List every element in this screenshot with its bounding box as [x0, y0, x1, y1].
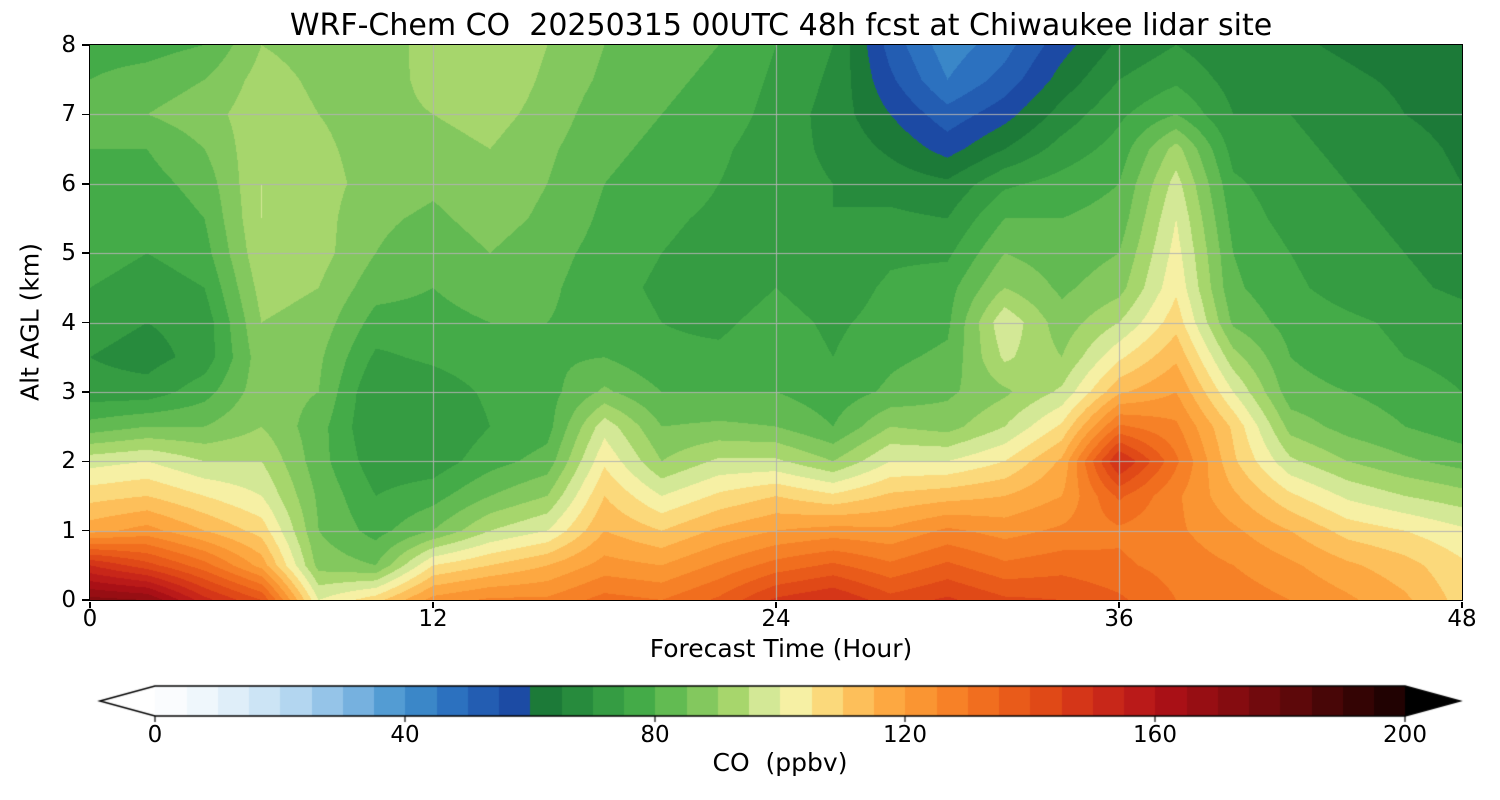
colorbar-tick-label: 80 — [640, 722, 670, 748]
y-tick-label: 1 — [61, 517, 76, 544]
heatmap-canvas — [89, 44, 1462, 600]
y-tickmark — [81, 599, 89, 601]
y-tickmark — [81, 183, 89, 185]
x-tick-label: 12 — [418, 606, 448, 632]
colorbar-label: CO (ppbv) — [712, 748, 848, 777]
colorbar-tick-label: 40 — [390, 722, 420, 748]
colorbar-tick-label: 120 — [883, 722, 927, 748]
y-tick-label: 7 — [61, 101, 76, 128]
x-tick-label: 0 — [82, 606, 98, 632]
y-tick-label: 2 — [61, 448, 76, 475]
chart-title: WRF-Chem CO 20250315 00UTC 48h fcst at C… — [289, 8, 1273, 43]
x-tickmark — [1461, 601, 1463, 608]
x-tick-label: 36 — [1104, 606, 1134, 632]
y-tickmark — [81, 113, 89, 116]
x-tickmark — [89, 601, 91, 608]
y-tick-label: 8 — [61, 32, 76, 58]
x-tick-label: 24 — [761, 606, 791, 632]
y-tick-label: 3 — [61, 378, 76, 405]
x-axis-label: Forecast Time (Hour) — [649, 634, 913, 663]
colorbar-tick-label: 0 — [147, 722, 163, 748]
y-tick-label: 6 — [61, 170, 76, 197]
y-tickmark — [81, 460, 89, 462]
y-tickmark — [81, 321, 89, 324]
x-tickmark — [432, 601, 434, 608]
x-tick-label: 48 — [1447, 606, 1477, 632]
y-tick-label: 0 — [61, 587, 76, 613]
y-tick-label: 4 — [61, 309, 76, 336]
y-tick-label: 5 — [61, 240, 76, 267]
colorbar-tick-label: 200 — [1383, 722, 1427, 748]
colorbar-canvas — [0, 676, 1500, 776]
y-tickmark — [81, 391, 89, 393]
plot-area — [88, 43, 1463, 601]
y-tickmark — [81, 44, 89, 46]
y-tickmark — [81, 529, 89, 532]
x-tickmark — [775, 601, 777, 608]
y-tickmark — [81, 252, 89, 254]
colorbar-tick-label: 160 — [1133, 722, 1177, 748]
x-tickmark — [1118, 601, 1120, 608]
